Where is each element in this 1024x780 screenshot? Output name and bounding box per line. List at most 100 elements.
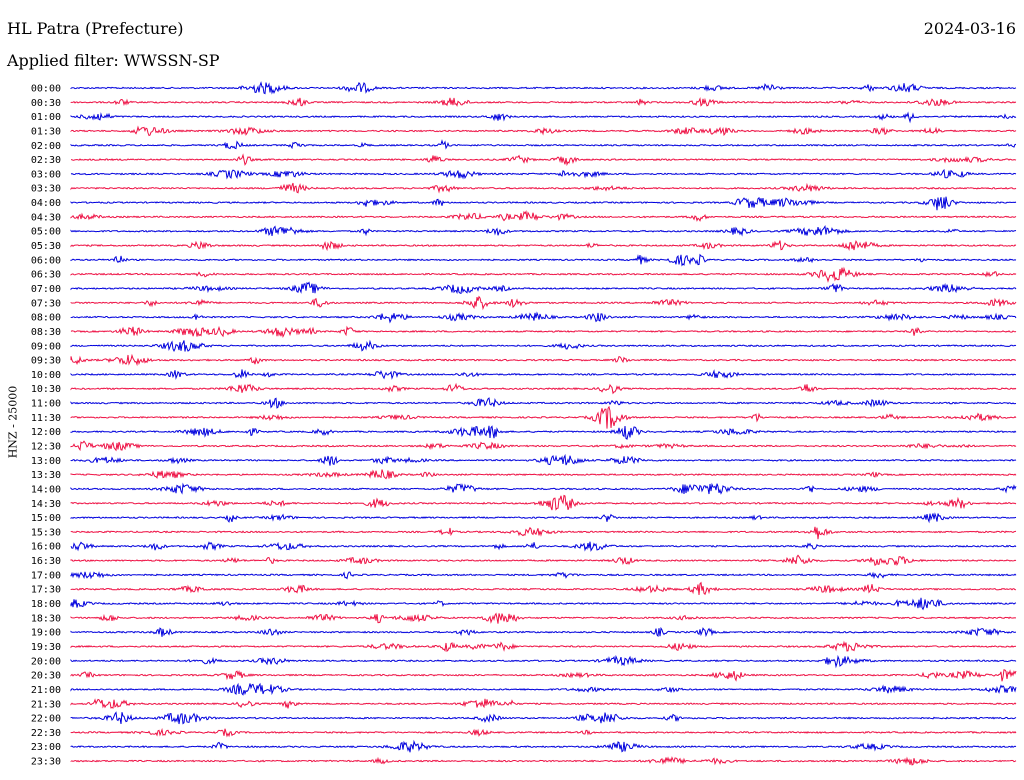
trace-line xyxy=(70,526,1017,540)
row-label: 07:30 xyxy=(31,298,61,309)
trace-line xyxy=(70,153,1017,167)
trace-line xyxy=(70,405,1017,429)
trace-line xyxy=(70,125,1017,137)
trace-line xyxy=(70,612,1016,624)
trace-line xyxy=(70,739,1017,753)
trace-line xyxy=(70,111,1017,124)
row-label: 19:30 xyxy=(31,642,61,653)
trace-line xyxy=(70,210,1017,222)
row-label: 05:00 xyxy=(31,227,61,238)
station-title: HL Patra (Prefecture) xyxy=(7,19,184,38)
trace-line xyxy=(70,325,1017,339)
row-label: 15:00 xyxy=(31,513,61,524)
row-label: 01:00 xyxy=(31,112,61,123)
trace-line xyxy=(70,469,1017,480)
trace-line xyxy=(70,311,1017,324)
trace-line xyxy=(70,727,1017,738)
trace-line xyxy=(70,554,1017,566)
trace-line xyxy=(70,494,1017,511)
trace-line xyxy=(70,295,1017,311)
trace-line xyxy=(70,711,1017,725)
trace-line xyxy=(70,339,1017,353)
row-label: 04:30 xyxy=(31,212,61,223)
trace-line xyxy=(70,654,1017,669)
row-label: 11:30 xyxy=(31,413,61,424)
row-label: 08:00 xyxy=(31,313,61,324)
row-label: 02:30 xyxy=(31,155,61,166)
trace-line xyxy=(70,482,1017,495)
row-label: 00:00 xyxy=(31,84,61,95)
trace-line xyxy=(70,382,1017,395)
trace-line xyxy=(70,571,1017,580)
trace-line xyxy=(70,512,1017,524)
row-label: 06:00 xyxy=(31,255,61,266)
trace-line xyxy=(70,597,1017,611)
trace-line xyxy=(70,698,1017,709)
row-label: 13:00 xyxy=(31,456,61,467)
trace-line xyxy=(70,440,1017,452)
row-label: 12:30 xyxy=(31,442,61,453)
trace-line xyxy=(70,756,1017,766)
row-label: 21:00 xyxy=(31,685,61,696)
row-label: 17:00 xyxy=(31,570,61,581)
row-label: 09:00 xyxy=(31,341,61,352)
trace-line xyxy=(70,281,1017,295)
trace-line xyxy=(70,168,1017,180)
date-label: 2024-03-16 xyxy=(923,19,1016,38)
row-label: 11:00 xyxy=(31,399,61,410)
row-label: 22:00 xyxy=(31,714,61,725)
row-label: 14:00 xyxy=(31,484,61,495)
trace-line xyxy=(70,369,1016,380)
row-label: 09:30 xyxy=(31,356,61,367)
row-label: 03:00 xyxy=(31,169,61,180)
row-label: 00:30 xyxy=(31,98,61,109)
row-label: 08:30 xyxy=(31,327,61,338)
row-label: 07:00 xyxy=(31,284,61,295)
trace-line xyxy=(70,266,1017,283)
trace-line xyxy=(70,96,1017,107)
trace-line xyxy=(70,239,1017,252)
row-label: 01:30 xyxy=(31,126,61,137)
trace-line xyxy=(70,224,1017,237)
row-label: 18:00 xyxy=(31,599,61,610)
trace-line xyxy=(70,581,1017,596)
row-label: 23:30 xyxy=(31,757,61,768)
trace-line xyxy=(70,425,1017,440)
row-label: 10:00 xyxy=(31,370,61,381)
row-label: 17:30 xyxy=(31,585,61,596)
row-label: 12:00 xyxy=(31,427,61,438)
trace-line xyxy=(70,253,1017,267)
trace-line xyxy=(70,541,1017,552)
row-label: 19:00 xyxy=(31,628,61,639)
trace-line xyxy=(70,81,1017,95)
trace-line xyxy=(70,397,1017,409)
row-label: 03:30 xyxy=(31,184,61,195)
row-label: 06:30 xyxy=(31,270,61,281)
trace-line xyxy=(70,182,1017,194)
row-label: 18:30 xyxy=(31,613,61,624)
row-label: 10:30 xyxy=(31,384,61,395)
trace-line xyxy=(70,626,1017,638)
row-label: 21:30 xyxy=(31,699,61,710)
row-label: 20:00 xyxy=(31,656,61,667)
row-label: 22:30 xyxy=(31,728,61,739)
trace-line xyxy=(70,139,1017,150)
filter-label: Applied filter: WWSSN-SP xyxy=(7,51,220,70)
row-label: 02:00 xyxy=(31,141,61,152)
row-label: 13:30 xyxy=(31,470,61,481)
row-label: 15:30 xyxy=(31,527,61,538)
trace-line xyxy=(70,353,1017,367)
trace-line xyxy=(70,682,1017,696)
trace-line xyxy=(70,669,1017,682)
row-label: 05:30 xyxy=(31,241,61,252)
row-label: 14:30 xyxy=(31,499,61,510)
trace-line xyxy=(70,640,1017,653)
trace-line xyxy=(70,453,1017,466)
row-label: 20:30 xyxy=(31,671,61,682)
row-label: 16:30 xyxy=(31,556,61,567)
row-label: 23:00 xyxy=(31,742,61,753)
row-label: 16:00 xyxy=(31,542,61,553)
row-label: 04:00 xyxy=(31,198,61,209)
trace-line xyxy=(70,196,1017,211)
